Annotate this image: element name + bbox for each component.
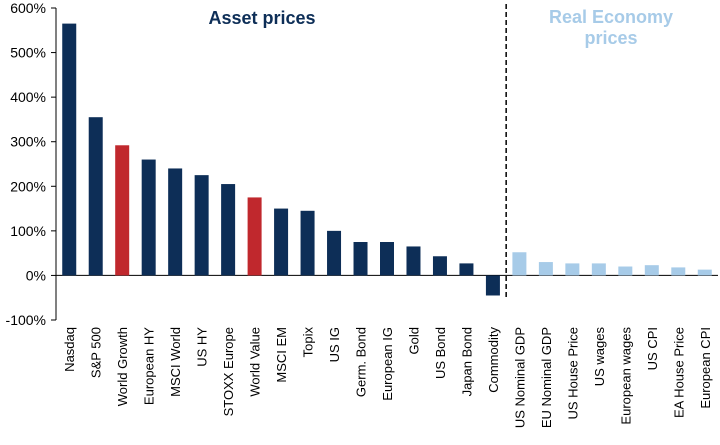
bar [88, 117, 103, 276]
y-tick-label: 300% [10, 134, 46, 150]
bar [432, 256, 447, 276]
category-label: MSCI EM [274, 327, 289, 383]
bar [512, 252, 527, 276]
category-label: US wages [592, 327, 607, 387]
bar [380, 242, 394, 276]
bar [618, 266, 633, 276]
y-tick-label: 100% [10, 223, 46, 239]
y-tick-label: 0% [26, 267, 46, 283]
category-label: EA House Price [671, 327, 686, 418]
bar [697, 269, 712, 276]
category-label: Gold [406, 327, 421, 354]
y-tick-label: 200% [10, 178, 46, 194]
category-label: European IG [380, 327, 395, 401]
bar [274, 208, 289, 276]
bar [459, 263, 474, 276]
category-label: US Bond [433, 327, 448, 379]
bar [115, 145, 130, 276]
y-tick-label: -100% [6, 312, 46, 328]
bar [591, 263, 606, 276]
category-label: World Growth [115, 327, 130, 406]
category-label: World Value [248, 327, 263, 397]
category-label: US HY [195, 327, 210, 367]
category-label: European CPI [698, 327, 713, 409]
bar [141, 159, 156, 276]
bar [565, 263, 580, 276]
labels-layer: Nasdaq S&P 500 World Growth European HY MSCI… [62, 327, 713, 429]
bar [194, 175, 209, 276]
category-label: Topix [301, 327, 316, 358]
category-label: European wages [618, 327, 633, 425]
section-title-asset-prices: Asset prices [208, 8, 315, 28]
bar [300, 210, 315, 276]
section-title-real-economy-line-1: Real Economy [549, 7, 673, 27]
bar [247, 197, 262, 276]
bar [353, 242, 368, 276]
bars-layer [62, 23, 712, 296]
category-label: Japan Bond [459, 327, 474, 396]
category-label: US Nominal GDP [512, 327, 527, 428]
category-label: S&P 500 [89, 327, 104, 378]
category-label: European HY [142, 327, 157, 405]
axis-layer: -100% 0% 100% 200% 300% 400% 500% 600% [6, 0, 718, 328]
category-label: US IG [327, 327, 342, 362]
bar [644, 265, 659, 276]
category-label: EU Nominal GDP [539, 327, 554, 428]
category-label: Germ. Bond [354, 327, 369, 397]
category-label: Commodity [486, 327, 501, 393]
bar [538, 262, 553, 276]
category-label: MSCI World [168, 327, 183, 397]
bar [671, 267, 686, 276]
bar [485, 275, 500, 296]
category-label: US House Price [565, 327, 580, 419]
y-tick-label: 600% [10, 0, 46, 16]
section-title-real-economy-line-2: prices [584, 28, 637, 48]
bar [406, 246, 421, 276]
category-label: Nasdaq [62, 327, 77, 372]
bar [221, 184, 236, 276]
category-label: US CPI [645, 327, 660, 370]
bar [327, 230, 342, 276]
y-tick-label: 500% [10, 45, 46, 61]
bar [168, 168, 183, 276]
y-tick-label: 400% [10, 89, 46, 105]
bar [62, 23, 77, 276]
category-label: STOXX Europe [221, 327, 236, 416]
